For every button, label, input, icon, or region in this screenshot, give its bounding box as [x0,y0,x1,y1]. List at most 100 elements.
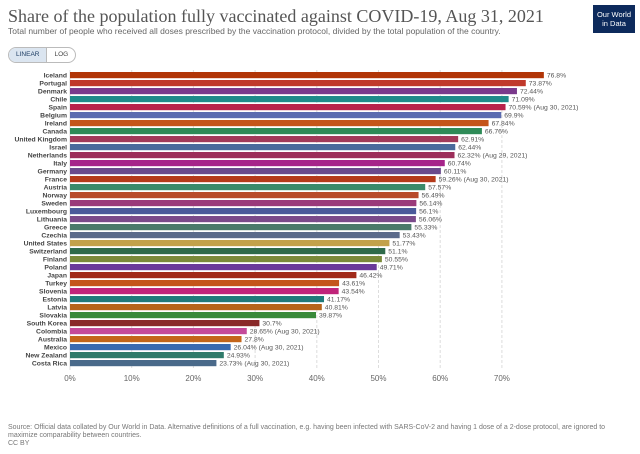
value-label: 24.93% [227,352,250,359]
value-label: 23.73% (Aug 30, 2021) [219,360,289,367]
bar-united-kingdom[interactable] [70,136,459,143]
bar-germany[interactable] [70,168,441,175]
bar-czechia[interactable] [70,232,400,239]
category-label: Sweden [41,200,67,207]
bar-lithuania[interactable] [70,216,416,223]
category-label: Estonia [42,296,67,303]
bar-norway[interactable] [70,192,419,199]
bar-luxembourg[interactable] [70,208,417,215]
bar-israel[interactable] [70,144,456,151]
category-labels: IcelandPortugalDenmarkChileSpainBelgiumI… [15,72,68,367]
value-label: 41.17% [327,296,350,303]
category-label: Slovenia [39,288,67,295]
category-label: Chile [50,96,67,103]
source-note: Source: Official data collated by Our Wo… [8,424,606,439]
bar-denmark[interactable] [70,88,517,95]
category-label: Greece [44,224,67,231]
value-label: 66.76% [485,128,508,135]
category-label: Poland [44,264,67,271]
bar-austria[interactable] [70,184,426,191]
category-label: Japan [47,272,67,279]
category-label: Mexico [44,344,67,351]
bar-slovenia[interactable] [70,288,339,295]
value-label: 62.32% (Aug 29, 2021) [458,152,528,159]
chart-subtitle: Total number of people who received all … [8,26,501,36]
value-label: 43.54% [342,288,365,295]
bar-switzerland[interactable] [70,248,386,255]
value-label: 53.43% [403,232,426,239]
value-label: 69.9% [504,112,523,119]
chart-title: Share of the population fully vaccinated… [8,6,544,26]
x-tick-label: 0% [64,374,76,383]
value-label: 57.57% [428,184,451,191]
value-label: 28.65% (Aug 30, 2021) [250,328,320,335]
bar-japan[interactable] [70,272,357,279]
category-label: Finland [43,256,67,263]
value-label: 50.55% [385,256,408,263]
x-tick-label: 70% [494,374,510,383]
value-label: 56.06% [419,216,442,223]
value-label: 30.7% [262,320,281,327]
bar-turkey[interactable] [70,280,340,287]
bar-mexico[interactable] [70,344,231,351]
x-tick-label: 40% [309,374,325,383]
bar-portugal[interactable] [70,80,526,87]
category-label: Spain [48,104,67,111]
bar-united-states[interactable] [70,240,390,247]
category-label: Slovakia [39,312,67,319]
value-label: 26.04% (Aug 30, 2021) [234,344,304,351]
category-label: Israel [49,144,67,151]
bar-colombia[interactable] [70,328,247,335]
bar-ireland[interactable] [70,120,489,127]
value-label: 55.33% [414,224,437,231]
bar-netherlands[interactable] [70,152,455,159]
bar-latvia[interactable] [70,304,322,311]
owid-logo[interactable]: Our World in Data [593,5,635,33]
bar-estonia[interactable] [70,296,325,303]
value-label: 67.84% [492,120,515,127]
x-tick-label: 60% [432,374,448,383]
category-label: Colombia [36,328,67,335]
value-label: 27.8% [245,336,264,343]
value-label: 40.81% [325,304,348,311]
bar-belgium[interactable] [70,112,502,119]
bar-slovakia[interactable] [70,312,316,319]
bar-greece[interactable] [70,224,412,231]
bar-poland[interactable] [70,264,377,271]
bar-new-zealand[interactable] [70,352,224,359]
category-label: France [45,176,68,183]
value-label: 56.49% [422,192,445,199]
bar-costa-rica[interactable] [70,360,217,367]
bar-canada[interactable] [70,128,482,135]
axis-ticks: 0% 10% 20% 30% 40% 50% 60% 70% [64,374,510,383]
value-label: 73.87% [529,80,552,87]
category-label: United Kingdom [15,136,67,143]
log-scale-button[interactable]: LOG [46,48,75,62]
bar-spain[interactable] [70,104,506,111]
category-label: United States [24,240,68,247]
value-label: 60.11% [444,168,467,175]
category-label: Australia [38,336,67,343]
bar-france[interactable] [70,176,436,183]
bar-sweden[interactable] [70,200,417,207]
value-label: 51.1% [388,248,407,255]
value-label: 46.42% [359,272,382,279]
category-label: Italy [53,160,67,167]
category-label: Luxembourg [26,208,67,215]
bar-south-korea[interactable] [70,320,260,327]
bars [70,72,544,367]
x-tick-label: 30% [247,374,263,383]
value-label: 39.87% [319,312,342,319]
linear-scale-button[interactable]: LINEAR [9,48,47,62]
value-label: 76.8% [547,72,566,79]
bar-australia[interactable] [70,336,242,343]
value-label: 51.77% [392,240,415,247]
bar-iceland[interactable] [70,72,544,79]
bar-finland[interactable] [70,256,382,263]
category-label: Portugal [39,80,67,87]
bar-italy[interactable] [70,160,445,167]
category-label: Lithuania [37,216,67,223]
license: CC BY [8,440,30,447]
bar-chile[interactable] [70,96,509,103]
